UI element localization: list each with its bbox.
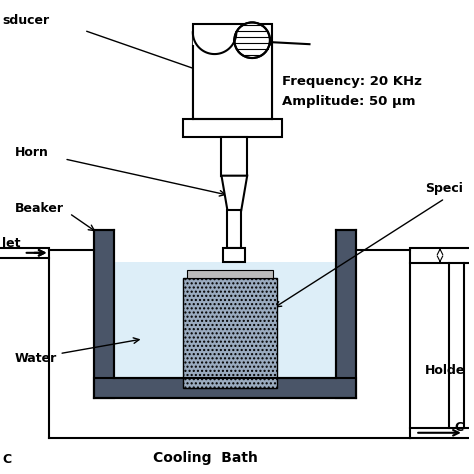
- FancyBboxPatch shape: [193, 24, 272, 119]
- Text: Amplitude: 50 μm: Amplitude: 50 μm: [282, 95, 415, 108]
- Bar: [94, 378, 356, 398]
- Text: Beaker: Beaker: [15, 202, 64, 215]
- Bar: [114, 230, 336, 262]
- Bar: [94, 230, 114, 398]
- Text: sducer: sducer: [2, 14, 49, 27]
- Text: C: C: [455, 421, 464, 434]
- Bar: [114, 262, 336, 378]
- Bar: [223, 248, 245, 262]
- Text: let: let: [2, 237, 20, 250]
- Polygon shape: [221, 176, 247, 210]
- Text: C: C: [2, 453, 11, 466]
- Text: Speci: Speci: [425, 182, 463, 195]
- Bar: [336, 230, 356, 398]
- Bar: [228, 210, 241, 248]
- Text: Water: Water: [15, 352, 57, 365]
- Bar: [187, 270, 273, 278]
- Bar: [183, 278, 277, 388]
- Text: Holde: Holde: [425, 364, 465, 377]
- Bar: [194, 46, 271, 119]
- Text: Frequency: 20 KHz: Frequency: 20 KHz: [282, 75, 422, 88]
- Text: Horn: Horn: [15, 146, 49, 159]
- Bar: [221, 137, 247, 176]
- Circle shape: [234, 22, 270, 58]
- Bar: [183, 119, 282, 137]
- Text: Cooling  Bath: Cooling Bath: [153, 450, 258, 465]
